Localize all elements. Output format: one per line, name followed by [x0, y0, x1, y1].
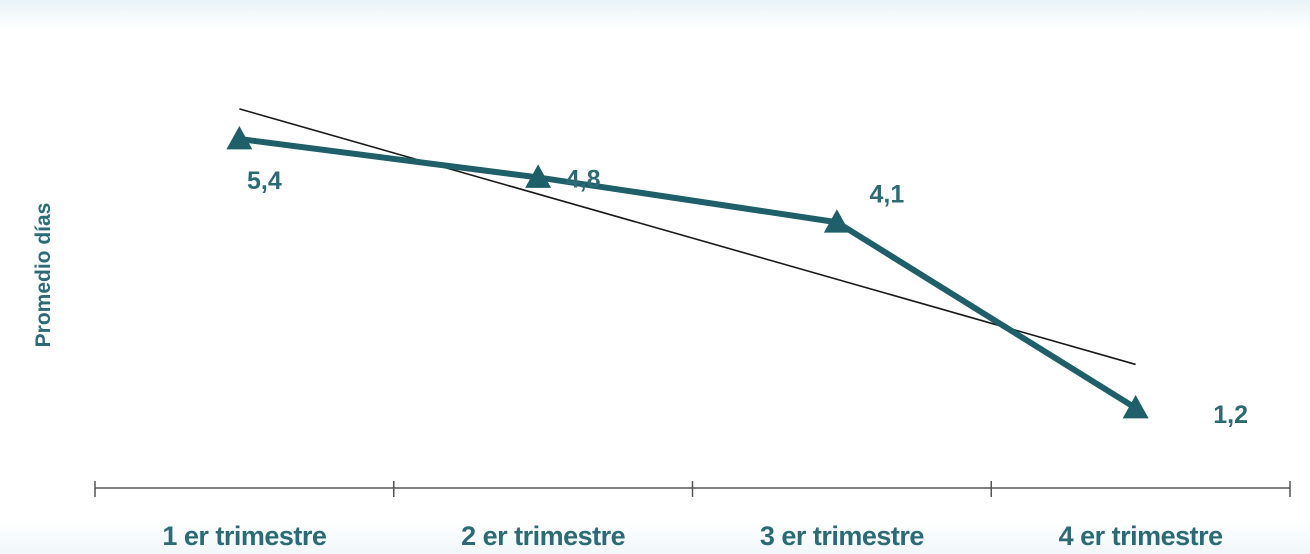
data-label: 5,4	[247, 167, 282, 195]
x-tick-label: 3 er trimestre	[760, 521, 925, 551]
data-labels-layer: 5,4 4,8 4,1 1,2	[247, 165, 1248, 429]
data-point-marker	[226, 126, 253, 150]
x-axis-tick-labels: 1 er trimestre 2 er trimestre 3 er trimest…	[162, 521, 1223, 551]
trendline	[239, 108, 1136, 366]
series-line	[236, 136, 1139, 411]
x-axis-ticks	[94, 481, 1291, 497]
data-label: 4,1	[869, 180, 904, 208]
markers-layer	[226, 126, 1149, 419]
x-tick-label: 2 er trimestre	[461, 521, 626, 551]
data-label: 4,8	[566, 165, 601, 193]
data-point-marker	[525, 164, 552, 188]
data-label: 1,2	[1213, 401, 1248, 429]
series-layer	[236, 136, 1139, 411]
data-point-marker	[1122, 395, 1149, 419]
y-axis-title: Promedio días	[32, 203, 55, 348]
x-tick-label: 1 er trimestre	[162, 521, 327, 551]
data-point-marker	[823, 209, 850, 233]
trendline-layer	[239, 108, 1136, 366]
x-tick-label: 4 er trimestre	[1059, 521, 1224, 551]
